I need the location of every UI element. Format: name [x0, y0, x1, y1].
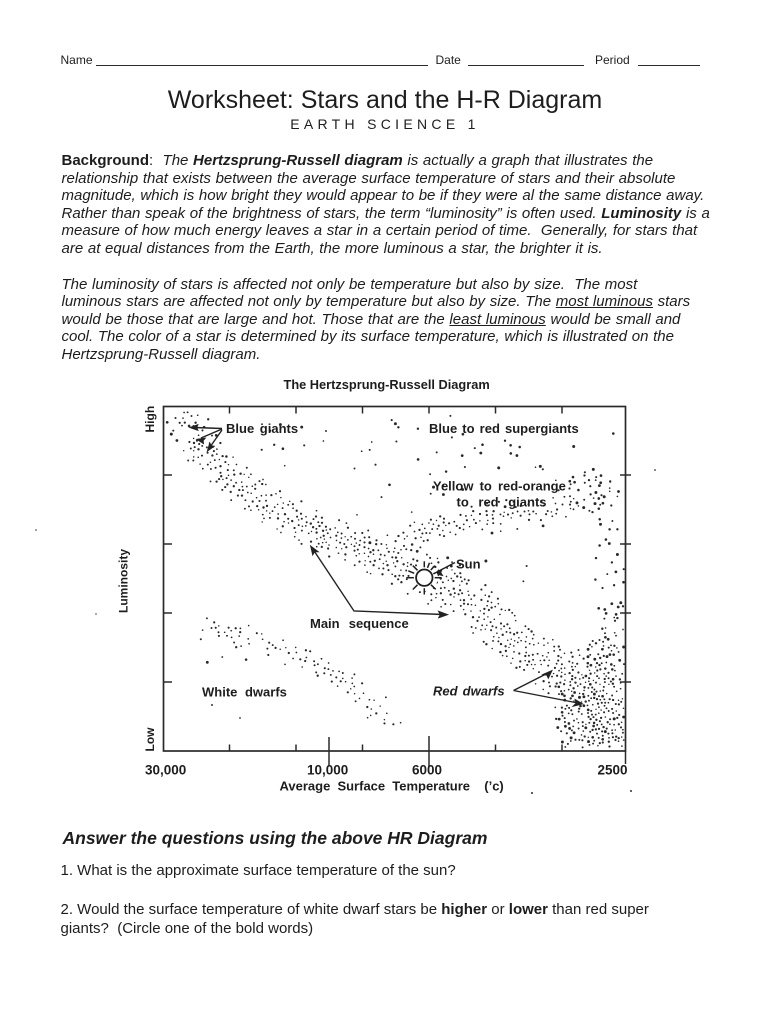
- svg-text:10,000: 10,000: [307, 763, 348, 778]
- svg-text:Blue to red supergiants: Blue to red supergiants: [429, 421, 579, 436]
- svg-text:Luminosity: Luminosity: [117, 549, 131, 613]
- svg-text:Average Surface Temperature (: Average Surface Temperature (’c): [280, 779, 504, 794]
- svg-text:Low: Low: [143, 727, 157, 752]
- svg-text:Yellow to red-orange: Yellow to red-orange: [433, 479, 566, 494]
- svg-text:6000: 6000: [412, 763, 442, 778]
- svg-text:Main sequence: Main sequence: [310, 616, 409, 631]
- svg-text:White dwarfs: White dwarfs: [202, 685, 287, 700]
- svg-text:to red giants: to red giants: [457, 495, 547, 510]
- svg-text:The Hertzsprung-Russell Diagra: The Hertzsprung-Russell Diagram: [284, 377, 490, 392]
- svg-text:2500: 2500: [598, 763, 628, 778]
- svg-text:Red dwarfs: Red dwarfs: [433, 684, 505, 699]
- svg-text:Sun: Sun: [456, 557, 481, 572]
- svg-text:30,000: 30,000: [145, 763, 186, 778]
- svg-text:High: High: [143, 406, 157, 433]
- svg-text:Blue giants: Blue giants: [226, 421, 298, 436]
